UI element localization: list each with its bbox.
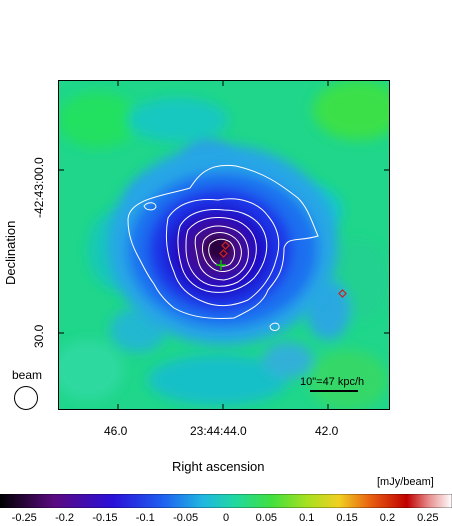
- marker-cross: [216, 260, 226, 270]
- colorbar-tick-label: -0.25: [11, 512, 37, 524]
- x-tick-marks: [117, 80, 329, 410]
- contour-4: [185, 217, 257, 287]
- contour-7: [208, 238, 235, 267]
- colorbar-tick-label: 0.15: [336, 512, 358, 524]
- colorbar-tick-label: 0.25: [417, 512, 439, 524]
- contours: [127, 164, 319, 331]
- scale-bar-label: 10"=47 kpc/h: [300, 376, 364, 388]
- x-tick-label-2: 23:44:44.0: [190, 424, 247, 438]
- x-tick-label-3: 42.0: [315, 424, 339, 438]
- colorbar-unit: [mJy/beam]: [377, 476, 434, 488]
- y-tick-label-2: 30.0: [32, 324, 46, 348]
- contour-6: [201, 232, 242, 272]
- x-tick-label-1: 46.0: [104, 424, 128, 438]
- contour-1: [127, 164, 319, 319]
- sz-map: 10"=47 kpc/h: [58, 80, 390, 410]
- colorbar-tick-label: 0.1: [299, 512, 315, 524]
- marker-diamond-3: [338, 289, 347, 298]
- colorbar-tick-label: -0.05: [173, 512, 199, 524]
- y-tick-label-1: -42:43:00.0: [32, 157, 46, 218]
- colorbar-tick-label: 0: [222, 512, 230, 524]
- colorbar-tick-label: 0.05: [255, 512, 278, 524]
- marker-diamond-1: [219, 249, 228, 258]
- colorbar-tick-label: -0.15: [92, 512, 118, 524]
- contour-island-1: [143, 202, 157, 211]
- contour-5: [194, 225, 249, 281]
- contour-2: [165, 198, 280, 307]
- y-axis-label: Declination: [3, 220, 18, 285]
- colorbar-tick-label: 0.2: [379, 512, 396, 524]
- y-tick-marks: [58, 169, 390, 334]
- contour-3: [177, 209, 268, 293]
- beam-label: beam: [12, 368, 43, 382]
- colorbar-tick-label: -0.1: [135, 512, 155, 524]
- colorbar: [0, 494, 452, 508]
- contour-island-2: [269, 322, 280, 331]
- marker-diamond-2: [221, 241, 230, 250]
- beam-circle: [14, 386, 38, 410]
- x-axis-label: Right ascension: [172, 459, 265, 474]
- colorbar-tick-label: -0.2: [55, 512, 75, 524]
- map-border: [58, 80, 390, 410]
